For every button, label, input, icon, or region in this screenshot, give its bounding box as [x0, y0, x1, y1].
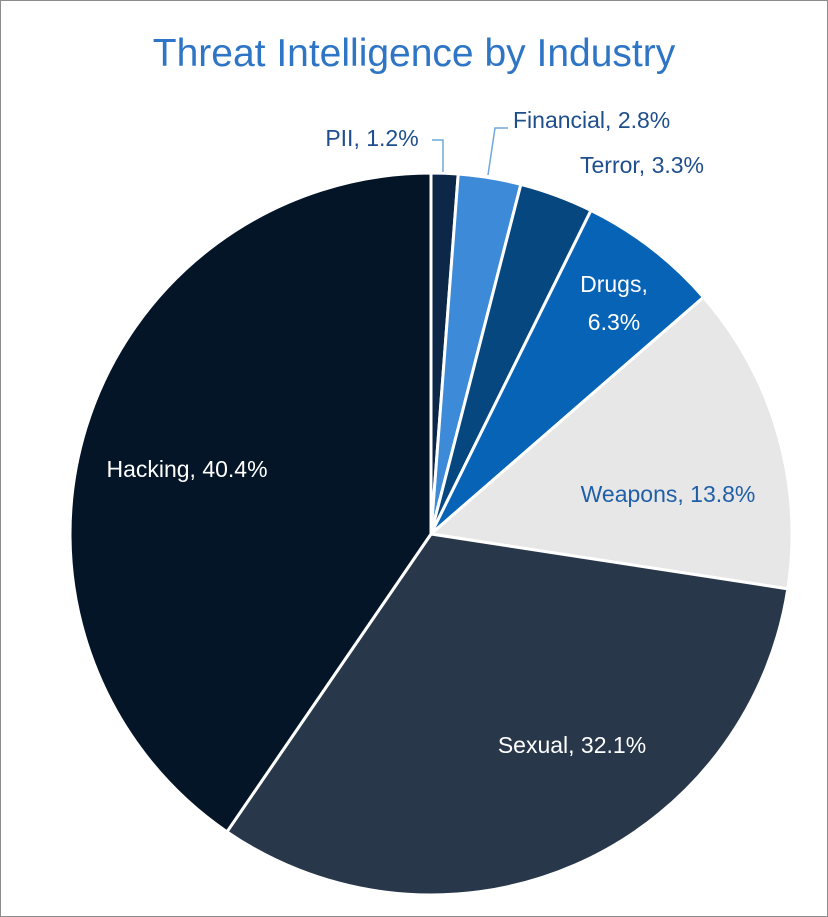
leader-lines — [432, 127, 508, 176]
pie-slices — [68, 171, 794, 897]
slice-label-sexual: Sexual, 32.1% — [498, 732, 646, 758]
leader-line-pii — [432, 139, 444, 172]
pie-slice-drugs — [429, 208, 705, 536]
pie-slice-sexual — [225, 532, 790, 897]
slice-label-pii: PII, 1.2% — [325, 125, 418, 151]
chart-title: Threat Intelligence by Industry — [152, 32, 676, 75]
slice-labels: PII, 1.2% Financial, 2.8% Terror, 3.3% Drug… — [106, 107, 755, 758]
slice-label-hacking: Hacking, 40.4% — [106, 456, 267, 482]
slice-label-drugs: Drugs, 6.3% — [580, 271, 648, 335]
leader-line-financial — [487, 127, 508, 176]
slice-label-weapons: Weapons, 13.8% — [581, 481, 756, 507]
pie-slice-hacking — [68, 171, 433, 834]
pie-slice-weapons — [429, 295, 794, 591]
slice-label-terror: Terror, 3.3% — [580, 152, 704, 178]
slice-label-financial: Financial, 2.8% — [513, 107, 670, 133]
